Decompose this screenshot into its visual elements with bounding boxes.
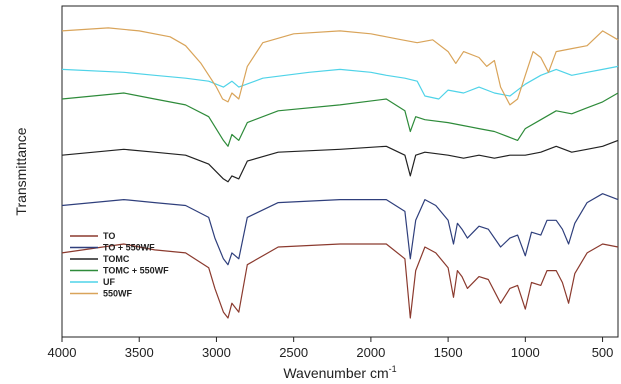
x-axis-title-text: Wavenumber cm — [283, 365, 388, 381]
legend-label-4: UF — [103, 277, 115, 287]
x-tick-label: 4000 — [48, 345, 77, 360]
legend-label-0: TO — [103, 231, 115, 241]
legend-label-2: TOMC — [103, 254, 130, 264]
y-axis-title: Transmittance — [13, 127, 29, 215]
series-line-3 — [61, 92, 619, 147]
x-tick-label: 3000 — [202, 345, 231, 360]
legend-label-3: TOMC + 550WF — [103, 266, 169, 276]
x-tick-label: 2000 — [356, 345, 385, 360]
series-line-0 — [61, 243, 619, 319]
x-axis: 4000 3500 3000 2500 2000 1500 1000 500 — [48, 337, 614, 360]
x-axis-title: Wavenumber cm-1 — [283, 364, 396, 381]
x-axis-title-superscript: -1 — [389, 364, 397, 374]
series-line-2 — [61, 139, 619, 183]
series-line-4 — [61, 65, 619, 100]
series-line-1 — [61, 193, 619, 266]
x-tick-label: 3500 — [125, 345, 154, 360]
x-tick-label: 1500 — [434, 345, 463, 360]
x-tick-label: 1000 — [511, 345, 540, 360]
series-group — [61, 27, 619, 319]
legend-label-5: 550WF — [103, 289, 133, 299]
x-tick-label: 2500 — [279, 345, 308, 360]
plot-frame — [61, 5, 619, 338]
series-line-5 — [61, 27, 619, 106]
x-tick-label: 500 — [592, 345, 614, 360]
legend-label-1: TO + 550WF — [103, 243, 155, 253]
